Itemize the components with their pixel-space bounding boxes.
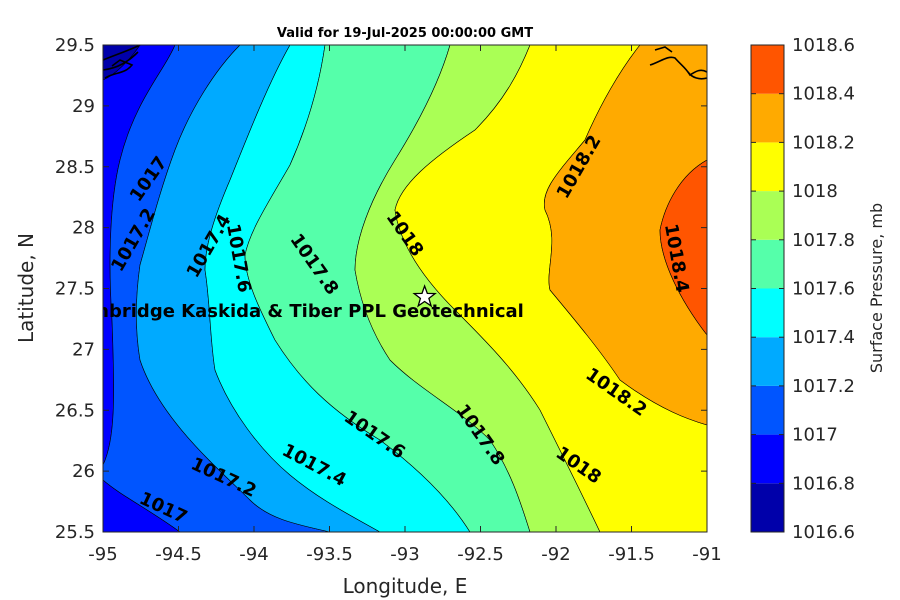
colorbar-segment	[751, 45, 784, 94]
y-tick-label: 29	[72, 96, 95, 117]
y-tick-label: 29.5	[55, 35, 95, 56]
colorbar-label: Surface Pressure, mb	[867, 203, 886, 373]
colorbar-segment	[751, 239, 784, 289]
y-tick-label: 25.5	[55, 522, 95, 543]
x-tick-label: -95	[88, 544, 117, 565]
x-axis-ticks: -95 -94.5 -94 -93.5 -93 -92.5 -92 -91.5 -91	[88, 45, 722, 565]
y-tick-label: 28.5	[55, 157, 95, 178]
x-axis-label: Longitude, E	[343, 574, 468, 598]
colorbar-segment	[751, 288, 784, 338]
colorbar-segment	[751, 142, 784, 192]
colorbar-segment	[751, 385, 784, 435]
colorbar-tick-label: 1018	[792, 181, 838, 202]
band-1018-4	[659, 159, 707, 336]
site-star-icon	[412, 284, 437, 308]
y-tick-label: 26	[72, 461, 95, 482]
x-tick-label: -91.5	[608, 544, 655, 565]
y-axis-ticks: 29.5 29 28.5 28 27.5 27 26.5 26 25.5	[55, 35, 707, 543]
y-tick-label: 28	[72, 218, 95, 239]
colorbar-tick-label: 1018.4	[792, 84, 855, 105]
x-tick-label: -94.5	[155, 544, 202, 565]
colorbar-segment	[751, 93, 784, 143]
pressure-bands	[103, 45, 707, 532]
colorbar-segment	[751, 434, 784, 484]
y-axis-label: Latitude, N	[14, 233, 38, 343]
colorbar-tick-label: 1016.6	[792, 522, 855, 543]
colorbar-segment	[751, 337, 784, 386]
x-tick-label: -92	[541, 544, 570, 565]
colorbar-tick-label: 1018.6	[792, 35, 855, 56]
y-tick-label: 27.5	[55, 279, 95, 300]
colorbar-tick-label: 1017.8	[792, 230, 855, 251]
x-tick-label: -93.5	[306, 544, 353, 565]
colorbar-tick-label: 1017.4	[792, 327, 855, 348]
chart-title: Valid for 19-Jul-2025 00:00:00 GMT	[277, 26, 533, 41]
x-tick-label: -91	[692, 544, 721, 565]
coastline	[103, 45, 707, 80]
colorbar-tick-label: 1017.2	[792, 376, 855, 397]
site-label: CTI Enbridge Kaskida & Tiber PPL Geotech…	[45, 301, 523, 322]
colorbar-tick-label: 1018.2	[792, 132, 855, 153]
x-tick-label: -93	[390, 544, 419, 565]
x-tick-label: -94	[239, 544, 268, 565]
colorbar-tick-label: 1017.6	[792, 279, 855, 300]
colorbar-tick-label: 1017	[792, 425, 838, 446]
colorbar-tick-label: 1016.8	[792, 473, 855, 494]
y-tick-label: 26.5	[55, 400, 95, 421]
colorbar-segment	[751, 191, 784, 240]
colorbar-segment	[751, 483, 784, 532]
y-tick-label: 27	[72, 339, 95, 360]
colorbar: 1018.6 1018.4 1018.2 1018 1017.8 1017.6 1017.4…	[750, 35, 855, 543]
x-tick-label: -92.5	[457, 544, 504, 565]
site-marker: CTI Enbridge Kaskida & Tiber PPL Geotech…	[45, 284, 524, 322]
